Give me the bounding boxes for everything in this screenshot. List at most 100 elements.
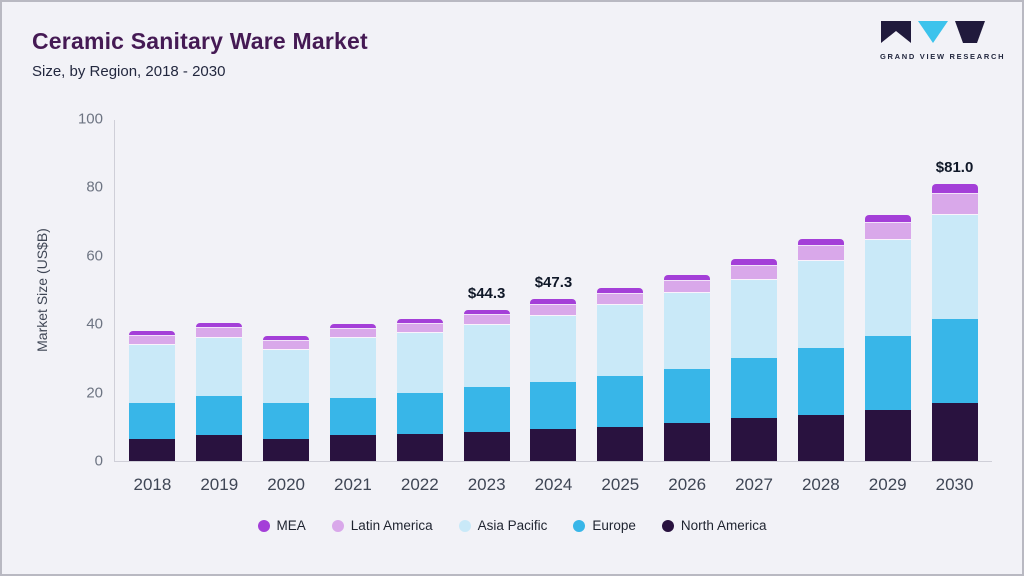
bar-value-label: $44.3 [467, 284, 506, 302]
segment-mea [597, 288, 644, 295]
bar-stack [864, 214, 911, 461]
x-axis-label: 2019 [200, 475, 239, 494]
y-tick-label: 20 [86, 384, 103, 402]
bar-2025: 2025 [597, 120, 644, 494]
segment-latin-america [664, 281, 711, 294]
legend-dot [661, 519, 674, 532]
bar-2021: 2021 [329, 120, 376, 494]
legend-label: Latin America [350, 518, 433, 533]
legend-item-latin-america: Latin America [331, 518, 433, 533]
bar-stack [931, 184, 978, 461]
bar-2019: 2019 [196, 120, 243, 494]
x-axis-label: 2030 [935, 475, 974, 494]
segment-north-america [263, 438, 310, 461]
x-axis-label: 2020 [267, 475, 306, 494]
segment-north-america [129, 438, 176, 461]
bar-stack [196, 322, 243, 461]
segment-europe [463, 387, 510, 432]
x-axis-label: 2027 [735, 475, 773, 494]
bar-2030: $81.0 2030 [931, 120, 978, 494]
x-axis-label: 2024 [534, 475, 573, 494]
x-axis-label: 2028 [801, 475, 840, 494]
segment-europe [664, 368, 711, 424]
bar-value-label: $47.3 [534, 274, 573, 292]
x-axis-label: 2018 [133, 475, 172, 494]
y-axis-ticks: 0 20 40 60 80 100 [78, 111, 992, 470]
stacked-bars: 2018 2019 2020 2021 2022 $44.3 2023 $47.3 2024 20… [115, 120, 992, 494]
y-tick-label: 60 [86, 247, 103, 265]
bar-stack [263, 336, 310, 461]
segment-europe [864, 336, 911, 410]
segment-latin-america [196, 327, 243, 338]
segment-mea [731, 259, 778, 267]
bar-stack [463, 309, 510, 461]
segment-asia-pacific [129, 344, 176, 403]
y-tick-label: 100 [77, 110, 103, 128]
legend-dot [458, 519, 471, 532]
segment-latin-america [797, 246, 844, 261]
bar-2022: 2022 [396, 120, 443, 494]
segment-asia-pacific [731, 279, 778, 359]
chart-subtitle: Size, by Region, 2018 - 2030 [32, 63, 226, 80]
segment-north-america [530, 428, 577, 461]
bar-2023: $44.3 2023 [463, 120, 510, 494]
segment-asia-pacific [931, 214, 978, 320]
segment-mea [530, 299, 577, 306]
segment-north-america [664, 423, 711, 461]
bar-stack [597, 288, 644, 461]
bar-stack [530, 299, 577, 461]
segment-latin-america [597, 294, 644, 306]
bar-2029: 2029 [864, 120, 911, 494]
bar-2027: 2027 [731, 120, 778, 494]
segment-north-america [396, 433, 443, 461]
page-title: Ceramic Sanitary Ware Market [32, 28, 368, 54]
x-axis-label: 2023 [467, 475, 506, 494]
segment-north-america [196, 435, 243, 461]
segment-europe [129, 402, 176, 439]
bar-stack [329, 324, 376, 461]
segment-mea [129, 331, 176, 337]
x-axis-label: 2026 [668, 475, 707, 494]
bar-value-label: $81.0 [935, 158, 974, 176]
segment-asia-pacific [797, 260, 844, 349]
segment-europe [931, 319, 978, 403]
segment-asia-pacific [597, 305, 644, 376]
segment-latin-america [463, 315, 510, 325]
segment-europe [530, 382, 577, 429]
segment-north-america [731, 418, 778, 461]
bar-stack [129, 331, 176, 461]
legend: MEA Latin America Asia Pacific Europe North … [2, 518, 1022, 533]
segment-latin-america [129, 336, 176, 345]
segment-europe [597, 375, 644, 427]
y-tick-label: 80 [86, 178, 103, 196]
segment-asia-pacific [864, 240, 911, 337]
segment-north-america [463, 431, 510, 461]
bar-2024: $47.3 2024 [530, 120, 577, 494]
y-tick-label: 0 [94, 452, 103, 470]
segment-north-america [597, 426, 644, 461]
y-axis-label: Market Size (US$B) [34, 228, 50, 352]
legend-item-asia-pacific: Asia Pacific [458, 518, 547, 533]
segment-asia-pacific [396, 332, 443, 393]
bar-2020: 2020 [263, 120, 310, 494]
x-axis-label: 2025 [601, 475, 640, 494]
segment-latin-america [396, 324, 443, 333]
segment-mea [263, 336, 310, 342]
segment-latin-america [864, 223, 911, 241]
segment-europe [196, 396, 243, 436]
logo-text: GRAND VIEW RESEARCH [880, 52, 1006, 61]
segment-asia-pacific [196, 337, 243, 397]
segment-mea [864, 214, 911, 224]
legend-item-north-america: North America [661, 518, 767, 533]
x-axis-label: 2022 [400, 475, 439, 494]
segment-asia-pacific [664, 293, 711, 369]
segment-europe [263, 402, 310, 439]
y-tick-label: 40 [86, 315, 103, 333]
segment-latin-america [263, 341, 310, 350]
legend-label: MEA [276, 518, 306, 533]
legend-label: North America [680, 518, 767, 533]
bar-stack [664, 274, 711, 461]
legend-dot [257, 519, 270, 532]
segment-mea [463, 309, 510, 316]
